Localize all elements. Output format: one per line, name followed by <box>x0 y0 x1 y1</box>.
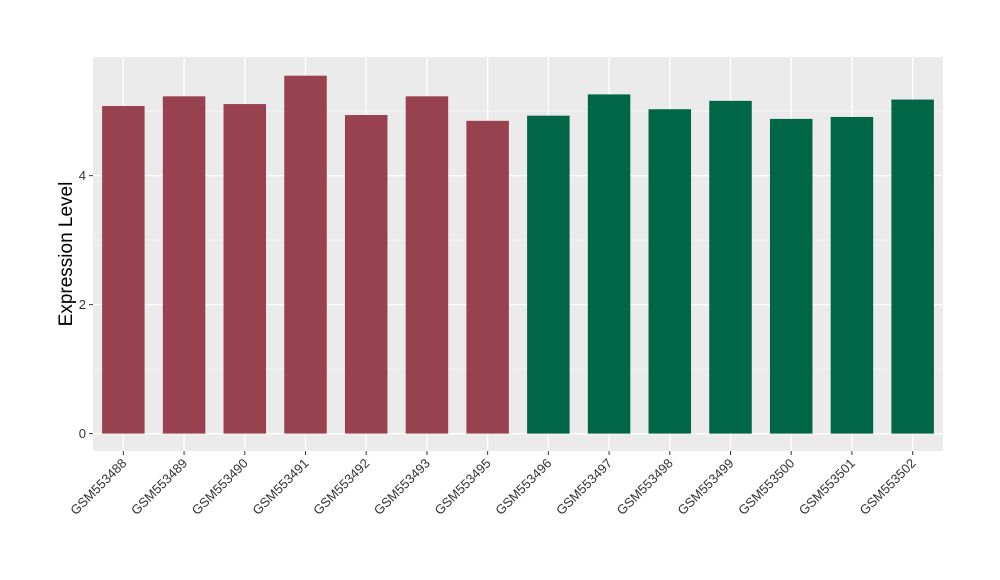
bar-GSM553501 <box>830 116 874 434</box>
x-tick-label: GSM553499 <box>674 456 736 518</box>
x-tick-label: GSM553489 <box>128 456 190 518</box>
plot-panel <box>93 57 943 451</box>
y-axis-title: Expression Level <box>56 182 77 327</box>
bar-GSM553496 <box>527 115 570 434</box>
x-tick-label: GSM553502 <box>857 456 919 518</box>
bar-GSM553492 <box>344 115 388 434</box>
bar-GSM553497 <box>587 94 631 434</box>
bar-GSM553488 <box>102 106 145 434</box>
x-tick-label: GSM553490 <box>189 456 251 518</box>
bar-GSM553489 <box>162 96 206 434</box>
x-tick-label: GSM553493 <box>371 456 433 518</box>
x-tick-label: GSM553495 <box>432 456 494 518</box>
x-tick-label: GSM553488 <box>67 456 129 518</box>
x-tick-label: GSM553498 <box>614 456 676 518</box>
x-tick-label: GSM553492 <box>310 456 372 518</box>
bar-GSM553491 <box>284 75 327 434</box>
y-tick-label: 0 <box>79 426 86 441</box>
x-tick-label: GSM553497 <box>553 456 615 518</box>
bar-GSM553500 <box>769 118 813 434</box>
y-tick-label: 4 <box>79 168 86 183</box>
x-tick-label: GSM553500 <box>735 456 797 518</box>
bar-GSM553490 <box>223 104 267 434</box>
x-tick-label: GSM553501 <box>796 456 858 518</box>
bar-GSM553502 <box>891 99 934 434</box>
bars <box>102 75 934 434</box>
x-tick-label: GSM553496 <box>492 456 554 518</box>
bar-GSM553495 <box>466 120 509 434</box>
bar-GSM553498 <box>648 109 692 434</box>
bar-GSM553493 <box>405 96 449 434</box>
x-tick-label: GSM553491 <box>249 456 311 518</box>
y-tick-label: 2 <box>79 297 86 312</box>
x-axis-ticks: GSM553488GSM553489GSM553490GSM553491GSM5… <box>67 451 919 518</box>
bar-GSM553499 <box>709 100 752 434</box>
y-axis-ticks: 0 2 4 <box>79 168 93 441</box>
